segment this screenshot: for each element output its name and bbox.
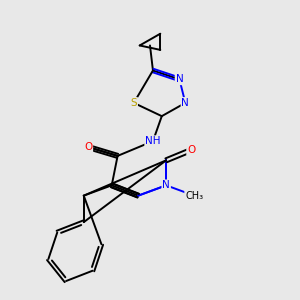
Text: N: N [176,74,183,84]
Text: N: N [162,180,170,190]
Text: N: N [182,98,189,108]
Text: O: O [187,145,195,155]
Text: NH: NH [145,136,161,146]
Text: CH₃: CH₃ [185,190,203,201]
Text: S: S [130,98,137,108]
Text: O: O [84,142,92,152]
